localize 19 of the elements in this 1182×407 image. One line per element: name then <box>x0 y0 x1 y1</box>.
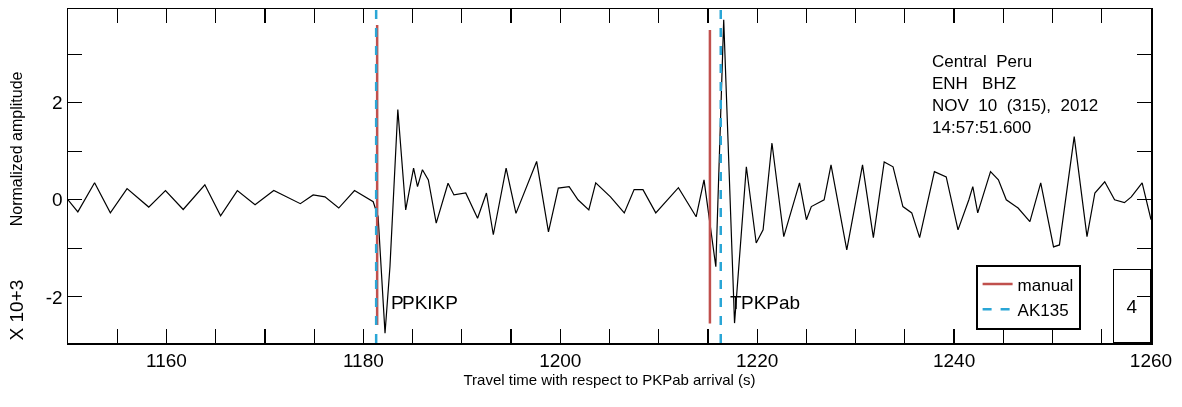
annotation: Central Peru ENH BHZ NOV 10 (315), 2012 14:57:51.600 <box>932 52 1099 138</box>
legend-label: AK135 <box>1017 300 1069 320</box>
x-tick-label: 1200 <box>539 350 582 372</box>
annotation: 4 <box>1126 295 1138 317</box>
x-tick-label: 1220 <box>736 350 779 372</box>
x-tick-label: 1160 <box>146 350 187 372</box>
x-tick-label: 1260 <box>1129 350 1173 372</box>
annotation: PKPab <box>741 292 801 313</box>
text: X 10+3 <box>5 279 27 341</box>
y-tick-label: -2 <box>45 286 63 308</box>
y-tick-label: 2 <box>52 92 63 114</box>
x-tick-label: 1240 <box>932 350 976 372</box>
annotation: PKIKP <box>402 292 458 313</box>
x-tick-label: 1180 <box>342 350 384 372</box>
legend-label: manual <box>1017 275 1074 295</box>
y-tick-label: 0 <box>52 189 63 211</box>
annotation: P <box>391 292 404 313</box>
y-axis-title: Normalized amplitude <box>7 71 25 227</box>
x-axis-title: Travel time with respect to PKPab arrival (s) <box>463 371 756 389</box>
